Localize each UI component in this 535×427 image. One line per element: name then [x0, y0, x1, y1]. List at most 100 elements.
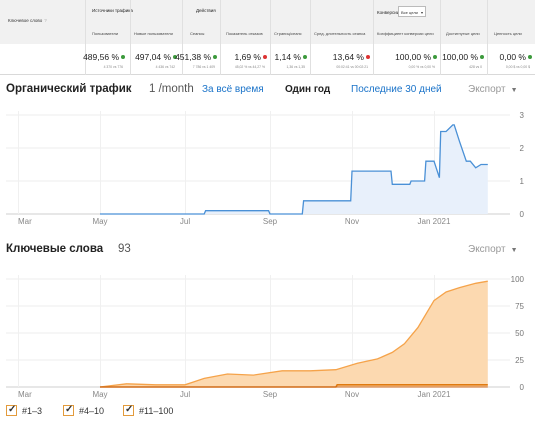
col-divider — [487, 0, 488, 75]
export-label: Экспорт — [468, 84, 506, 95]
legend-item-top100[interactable]: #11–100 — [123, 404, 174, 417]
row-label: Ключевое слово? — [8, 18, 47, 23]
metric-value-text: 489,56 % — [83, 52, 119, 62]
keywords-title: Ключевые слова — [6, 243, 104, 255]
y-tick-label: 1 — [520, 177, 525, 186]
traffic-title: Органический трафик — [6, 83, 132, 95]
trend-up-icon — [303, 55, 307, 59]
conversions-select-value: Все цели — [401, 10, 418, 15]
trend-up-icon — [173, 55, 177, 59]
col-divider — [440, 0, 441, 75]
x-tick-label: Jul — [180, 217, 190, 226]
metric-value-text: 13,64 % — [332, 52, 364, 62]
y-tick-label: 50 — [515, 329, 524, 338]
legend-label: #1–3 — [22, 406, 43, 416]
col-divider — [130, 0, 131, 75]
col-title-users[interactable]: Пользователи — [92, 31, 119, 36]
legend-item-top3[interactable]: #1–3 — [6, 404, 43, 417]
metric-sub-bounce-rate: 45,02 % vs 44,27 % — [234, 65, 265, 69]
keywords-top100-line — [99, 280, 488, 388]
group-actions: Действия — [196, 8, 216, 13]
col-title-conversion-rate[interactable]: Коэффициент конверсии цели — [377, 31, 434, 36]
metric-sub-users: 4 370 vs 776 — [103, 65, 123, 69]
checkbox-icon[interactable] — [123, 404, 134, 416]
metric-value-text: 1,69 % — [234, 52, 261, 62]
legend-item-top10[interactable]: #4–10 — [63, 404, 105, 417]
export-label: Экспорт — [468, 244, 506, 255]
metric-value-bounce-rate: 1,69 % — [235, 52, 267, 62]
range-all-time-link[interactable]: За всё время — [202, 84, 264, 95]
x-tick-label: Nov — [345, 217, 359, 226]
col-title-avg-duration[interactable]: Сред. длительность сеанса — [314, 31, 366, 36]
metric-value-text: 100,00 % — [442, 52, 478, 62]
x-tick-label: Jan 2021 — [418, 390, 451, 399]
conversions-select[interactable]: Все цели ▾ — [398, 6, 426, 17]
trend-up-icon — [528, 55, 532, 59]
metric-sub-conversion-rate: 0,00 % vs 0,00 % — [408, 65, 435, 69]
metric-value-goals-completed: 100,00 % — [442, 52, 484, 62]
x-tick-label: Mar — [18, 217, 32, 226]
traffic-area — [100, 124, 488, 214]
metric-value-goal-value: 0,00 % — [500, 52, 532, 62]
keywords-header: Ключевые слова 93 Экспорт ▼ — [6, 243, 531, 259]
y-tick-label: 0 — [520, 383, 525, 392]
checkbox-icon[interactable] — [6, 404, 17, 416]
checkbox-icon[interactable] — [63, 404, 74, 416]
y-tick-label: 0 — [520, 210, 525, 219]
x-tick-label: Sep — [263, 390, 278, 399]
metric-sub-goal-value: 0,00 $ vs 0,00 $ — [505, 65, 530, 69]
x-tick-label: Jul — [180, 390, 190, 399]
x-tick-label: Nov — [345, 390, 359, 399]
col-title-bounce-rate[interactable]: Показатель отказов — [226, 31, 263, 36]
metric-value-text: 0,00 % — [499, 52, 526, 62]
legend-label: #11–100 — [139, 406, 174, 416]
trend-up-icon — [480, 55, 484, 59]
metric-value-new-users: 497,04 % — [135, 52, 177, 62]
keywords-export-button[interactable]: Экспорт ▼ — [468, 244, 518, 255]
y-tick-label: 75 — [515, 302, 524, 311]
x-tick-label: Mar — [18, 390, 32, 399]
metric-sub-new-users: 4 436 vs 742 — [155, 65, 175, 69]
y-tick-label: 25 — [515, 356, 524, 365]
trend-down-icon — [366, 55, 370, 59]
keywords-legend: #1–3 #4–10 #11–100 — [6, 404, 306, 419]
group-conversions: Конверсии — [377, 10, 400, 15]
col-divider — [310, 0, 311, 75]
x-tick-label: May — [92, 217, 107, 226]
metric-value-text: 100,00 % — [395, 52, 431, 62]
metric-value-avg-duration: 13,64 % — [333, 52, 370, 62]
metric-value-users: 489,56 % — [83, 52, 125, 62]
group-sources: Источники трафика — [92, 8, 133, 13]
col-divider — [270, 0, 271, 75]
col-title-goals-completed[interactable]: Достигнутые цели — [446, 31, 480, 36]
metrics-table: Ключевое слово? Источники трафика Действ… — [0, 0, 535, 75]
row-label-text: Ключевое слово — [8, 18, 43, 23]
y-tick-label: 2 — [520, 144, 525, 153]
metric-value-text: 497,04 % — [135, 52, 171, 62]
traffic-count: 1 /month — [149, 83, 194, 95]
col-title-sessions[interactable]: Сеансы — [190, 31, 205, 36]
col-title-goal-value[interactable]: Ценность цели — [494, 31, 522, 36]
range-last-30-link[interactable]: Последние 30 дней — [351, 84, 442, 95]
legend-label: #4–10 — [79, 406, 105, 416]
x-tick-label: Jan 2021 — [418, 217, 451, 226]
col-divider — [85, 0, 86, 75]
chevron-down-icon: ▾ — [420, 10, 423, 15]
x-tick-label: May — [92, 390, 107, 399]
metric-value-conversion-rate: 100,00 % — [395, 52, 437, 62]
keywords-count: 93 — [118, 243, 131, 255]
metric-sub-sessions: 7 786 vs 1 409 — [192, 65, 215, 69]
metric-value-text: 451,38 % — [175, 52, 211, 62]
trend-up-icon — [433, 55, 437, 59]
help-icon[interactable]: ? — [44, 18, 47, 23]
col-divider — [182, 0, 183, 75]
metric-value-pages-per-session: 1,14 % — [275, 52, 307, 62]
traffic-chart: Mar May Jul Sep Nov Jan 2021 0 1 2 3 — [6, 111, 525, 226]
range-one-year-link[interactable]: Один год — [285, 84, 331, 95]
traffic-export-button[interactable]: Экспорт ▼ — [468, 84, 518, 95]
keywords-chart: Mar May Jul Sep Nov Jan 2021 0 25 50 75 100 — [6, 275, 525, 399]
col-title-new-users[interactable]: Новые пользователи — [134, 31, 173, 36]
chevron-down-icon: ▼ — [510, 87, 518, 94]
col-divider — [373, 0, 374, 75]
col-title-pages-per-session[interactable]: Страниц/сеанс — [274, 31, 302, 36]
